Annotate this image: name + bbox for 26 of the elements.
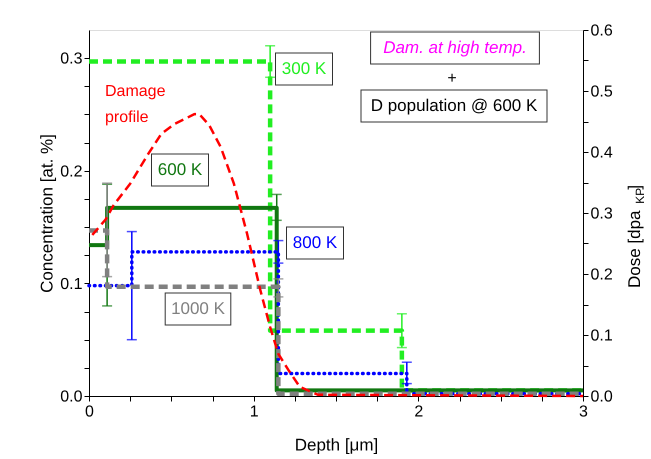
- annotation: +: [447, 70, 457, 87]
- y2-tick-label: 0.6: [590, 22, 613, 40]
- y-tick-label: 0.0: [60, 388, 83, 406]
- y-tick-label: 0.2: [60, 163, 83, 180]
- y2-axis-title: Dose [dpaKP]: [625, 184, 647, 288]
- x-tick-label: 2: [414, 404, 424, 420]
- y-tick-label: 0.3: [60, 50, 83, 68]
- y2-tick-label: 0.3: [590, 206, 613, 222]
- series-label: Damage profile: [105, 83, 166, 126]
- x-tick-label: 1: [250, 404, 259, 420]
- series-label: 800 K: [292, 233, 338, 252]
- x-axis-title: Depth [μm]: [294, 436, 378, 454]
- y2-tick-label: 0.4: [590, 144, 613, 162]
- series-label: 300 K: [282, 59, 327, 78]
- y2-tick-label: 0.0: [590, 388, 613, 406]
- series-label: 600 K: [158, 160, 203, 179]
- x-tick-label: 0: [85, 404, 94, 420]
- x-tick-label: 3: [579, 404, 588, 420]
- y-axis-title: Concentration [at. %]: [37, 134, 56, 293]
- y2-tick-label: 0.5: [590, 84, 613, 100]
- y-tick-label: 0.1: [60, 276, 83, 293]
- y2-tick-label: 0.2: [590, 266, 613, 284]
- annotation: Dam. at high temp.: [383, 38, 527, 57]
- series-label: 1000 K: [171, 299, 226, 318]
- annotation: D population @ 600 K: [370, 96, 538, 115]
- y2-tick-label: 0.1: [590, 328, 613, 344]
